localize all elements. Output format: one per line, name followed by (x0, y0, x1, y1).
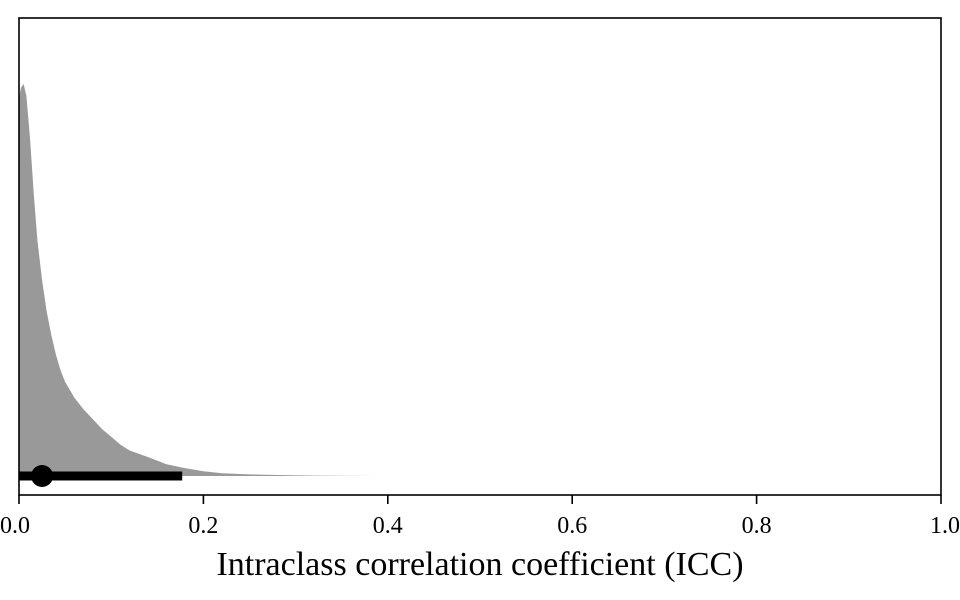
x-tick-label: 0.2 (188, 513, 218, 539)
x-tick-label: 0.0 (0, 513, 30, 539)
x-tick-label: 0.6 (557, 513, 587, 539)
x-tick-label: 1.0 (930, 513, 960, 539)
x-tick-label: 0.4 (373, 513, 403, 539)
x-axis: 0.0 0.2 0.4 0.6 0.8 1.0 (0, 495, 960, 539)
posterior-density-area (19, 84, 379, 476)
x-tick-label: 0.8 (742, 513, 772, 539)
plot-area (19, 84, 379, 487)
point-estimate-marker (31, 465, 54, 487)
plot-frame (18, 17, 942, 496)
x-axis-label: Intraclass correlation coefficient (ICC) (216, 546, 743, 583)
